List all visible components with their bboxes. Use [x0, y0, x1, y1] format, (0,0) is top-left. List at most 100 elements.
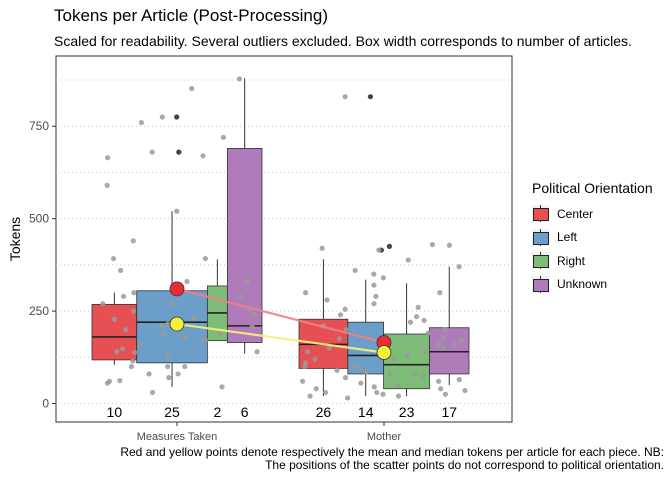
jitter-point	[446, 242, 452, 248]
jitter-point	[202, 255, 208, 262]
legend-swatch-unknown	[533, 278, 549, 292]
chart-subtitle: Scaled for readability. Several outliers…	[54, 33, 632, 49]
jitter-point	[371, 384, 377, 390]
jitter-point	[420, 373, 426, 379]
jitter-point	[200, 153, 206, 159]
jitter-point	[149, 389, 156, 396]
jitter-point	[373, 293, 379, 299]
jitter-point	[165, 363, 171, 370]
jitter-point	[120, 346, 126, 352]
jitter-point	[442, 391, 449, 397]
mean-point	[169, 281, 185, 297]
count-label: 25	[164, 404, 180, 420]
jitter-point	[326, 345, 332, 351]
jitter-point	[175, 371, 181, 377]
jitter-point	[352, 363, 358, 370]
jitter-point	[100, 301, 106, 307]
jitter-point	[312, 356, 318, 362]
outlier-point	[174, 114, 180, 120]
jitter-point	[307, 393, 313, 399]
legend-key-left	[532, 228, 549, 246]
jitter-point	[149, 149, 155, 155]
jitter-point	[458, 338, 464, 344]
legend-item-left: Left	[532, 226, 653, 250]
jitter-point	[184, 278, 190, 285]
jitter-point	[352, 267, 358, 274]
legend-label-unknown: Unknown	[557, 277, 608, 292]
jitter-point	[111, 316, 118, 322]
jitter-point	[159, 114, 165, 120]
jitter-point	[404, 352, 410, 359]
x-tick-label: Measures Taken	[137, 431, 218, 443]
jitter-point	[106, 378, 112, 384]
jitter-point	[422, 349, 428, 355]
jitter-point	[220, 134, 227, 140]
jitter-point	[357, 365, 364, 371]
jitter-point	[166, 375, 172, 381]
jitter-point	[130, 308, 137, 314]
count-label: 2	[213, 404, 221, 420]
jitter-point	[313, 386, 319, 392]
jitter-point	[442, 326, 448, 333]
jitter-point	[336, 336, 343, 342]
median-point	[376, 345, 392, 360]
jitter-point	[189, 85, 195, 92]
jitter-point	[120, 293, 127, 299]
jitter-point	[169, 301, 175, 307]
box-unknown	[226, 148, 263, 343]
jitter-point	[131, 290, 137, 296]
mean-trend-line	[176, 287, 385, 344]
count-label: 14	[358, 404, 374, 420]
jitter-point	[451, 341, 458, 347]
jitter-point	[249, 324, 255, 330]
jitter-point	[182, 363, 188, 370]
jitter-point	[421, 317, 427, 323]
legend-swatch-left	[533, 231, 549, 245]
jitter-point	[104, 182, 110, 188]
jitter-point	[358, 380, 364, 386]
legend-label-center: Center	[557, 206, 594, 221]
jitter-point	[117, 377, 123, 384]
jitter-point	[412, 371, 418, 377]
jitter-point	[191, 315, 197, 322]
jitter-point	[371, 271, 377, 277]
jitter-point	[429, 241, 435, 248]
jitter-point	[462, 387, 468, 394]
jitter-point	[374, 389, 380, 396]
chart-title: Tokens per Article (Post-Processing)	[54, 6, 328, 25]
jitter-point	[302, 290, 309, 296]
jitter-point	[110, 255, 117, 262]
legend-label-left: Left	[557, 230, 578, 245]
legend: Political Orientation Center Left Right …	[532, 180, 653, 296]
count-label: 10	[107, 404, 123, 420]
jitter-point	[123, 326, 129, 333]
jitter-point	[435, 341, 442, 347]
jitter-point	[415, 304, 421, 310]
outlier-point	[386, 243, 393, 249]
y-tick-label: 250	[29, 304, 49, 318]
jitter-point	[342, 306, 348, 312]
jitter-point	[236, 76, 243, 82]
jitter-point	[407, 319, 414, 325]
jitter-point	[435, 378, 442, 384]
jitter-point	[342, 375, 349, 381]
jitter-point	[456, 376, 462, 383]
jitter-point	[165, 321, 171, 327]
jitter-point	[343, 326, 349, 333]
count-label: 26	[316, 404, 332, 420]
jitter-point	[114, 349, 120, 355]
jitter-point	[146, 371, 152, 377]
legend-key-unknown	[532, 275, 549, 293]
outlier-point	[367, 94, 374, 100]
legend-item-center: Center	[532, 202, 653, 226]
jitter-point	[390, 356, 396, 362]
jitter-point	[363, 369, 370, 375]
count-label: 17	[441, 404, 457, 420]
jitter-point	[371, 282, 377, 288]
jitter-point	[440, 345, 447, 351]
jitter-point	[405, 257, 411, 263]
jitter-point	[254, 349, 260, 355]
median-point	[169, 316, 185, 332]
jitter-point	[244, 278, 250, 285]
